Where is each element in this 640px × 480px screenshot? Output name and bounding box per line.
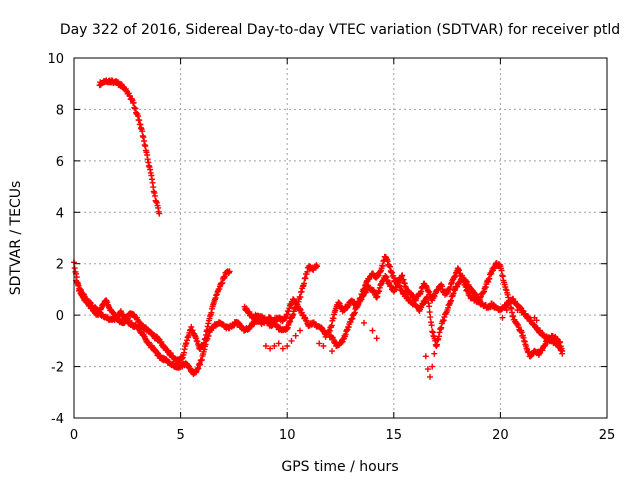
data-point	[329, 348, 335, 355]
plot-frame	[73, 57, 608, 419]
data-point	[190, 368, 197, 375]
grid	[74, 58, 607, 418]
data-point	[369, 327, 376, 334]
y-tick-label: 6	[56, 155, 64, 170]
y-tick-label: 2	[56, 258, 64, 273]
series-high-arc	[96, 77, 163, 217]
data-point	[320, 343, 327, 349]
chart-title: Day 322 of 2016, Sidereal Day-to-day VTE…	[60, 22, 620, 38]
series-secondary-track	[73, 253, 566, 366]
x-tick-label: 10	[279, 428, 296, 443]
x-tick-label: 25	[599, 428, 616, 443]
y-tick-label: 0	[56, 309, 64, 324]
data-point	[200, 342, 207, 349]
data-point	[156, 210, 163, 217]
x-tick-label: 20	[492, 428, 509, 443]
data-point	[518, 309, 525, 316]
data-point	[267, 345, 274, 352]
data-point	[427, 373, 433, 380]
data-point	[422, 353, 429, 360]
data-point	[333, 343, 340, 349]
y-tick-label: 4	[56, 206, 64, 221]
data-point	[427, 314, 434, 321]
data-point	[226, 268, 233, 275]
data-point	[271, 343, 278, 349]
data-point	[275, 340, 282, 347]
y-tick-label: 10	[47, 52, 64, 67]
data-point	[424, 366, 431, 373]
axes: 0 5 10 15 20 25 -4 -2 0 2 4 6 8 10	[47, 52, 615, 443]
y-tick-label: -2	[51, 361, 64, 376]
data-point	[316, 340, 323, 347]
series-main-track	[71, 259, 566, 377]
data-point	[284, 343, 291, 349]
x-axis-title: GPS time / hours	[281, 459, 398, 475]
data-point	[431, 350, 438, 357]
series-isolated	[190, 301, 540, 380]
data-point	[428, 322, 435, 329]
data-point	[559, 348, 566, 355]
data-point	[288, 337, 295, 344]
data-point	[71, 265, 78, 272]
data-layer	[71, 77, 566, 380]
data-point	[426, 303, 433, 310]
x-tick-label: 0	[70, 428, 78, 443]
data-point	[373, 335, 380, 342]
data-point	[314, 263, 320, 270]
y-tick-label: 8	[56, 103, 64, 118]
data-point	[279, 345, 286, 352]
data-point	[499, 314, 506, 321]
data-point	[533, 317, 540, 324]
data-point	[292, 332, 299, 339]
y-axis-title: SDTVAR / TECUs	[8, 181, 24, 296]
data-point	[429, 363, 436, 370]
x-tick-label: 15	[386, 428, 403, 443]
data-point	[501, 301, 508, 308]
data-point	[262, 343, 269, 349]
data-point	[514, 307, 521, 313]
data-point	[140, 134, 147, 141]
data-point	[361, 319, 367, 326]
y-tick-label: -4	[51, 412, 64, 427]
data-point	[503, 307, 510, 313]
data-point	[433, 343, 440, 349]
x-tick-label: 5	[176, 428, 184, 443]
data-point	[297, 327, 303, 334]
